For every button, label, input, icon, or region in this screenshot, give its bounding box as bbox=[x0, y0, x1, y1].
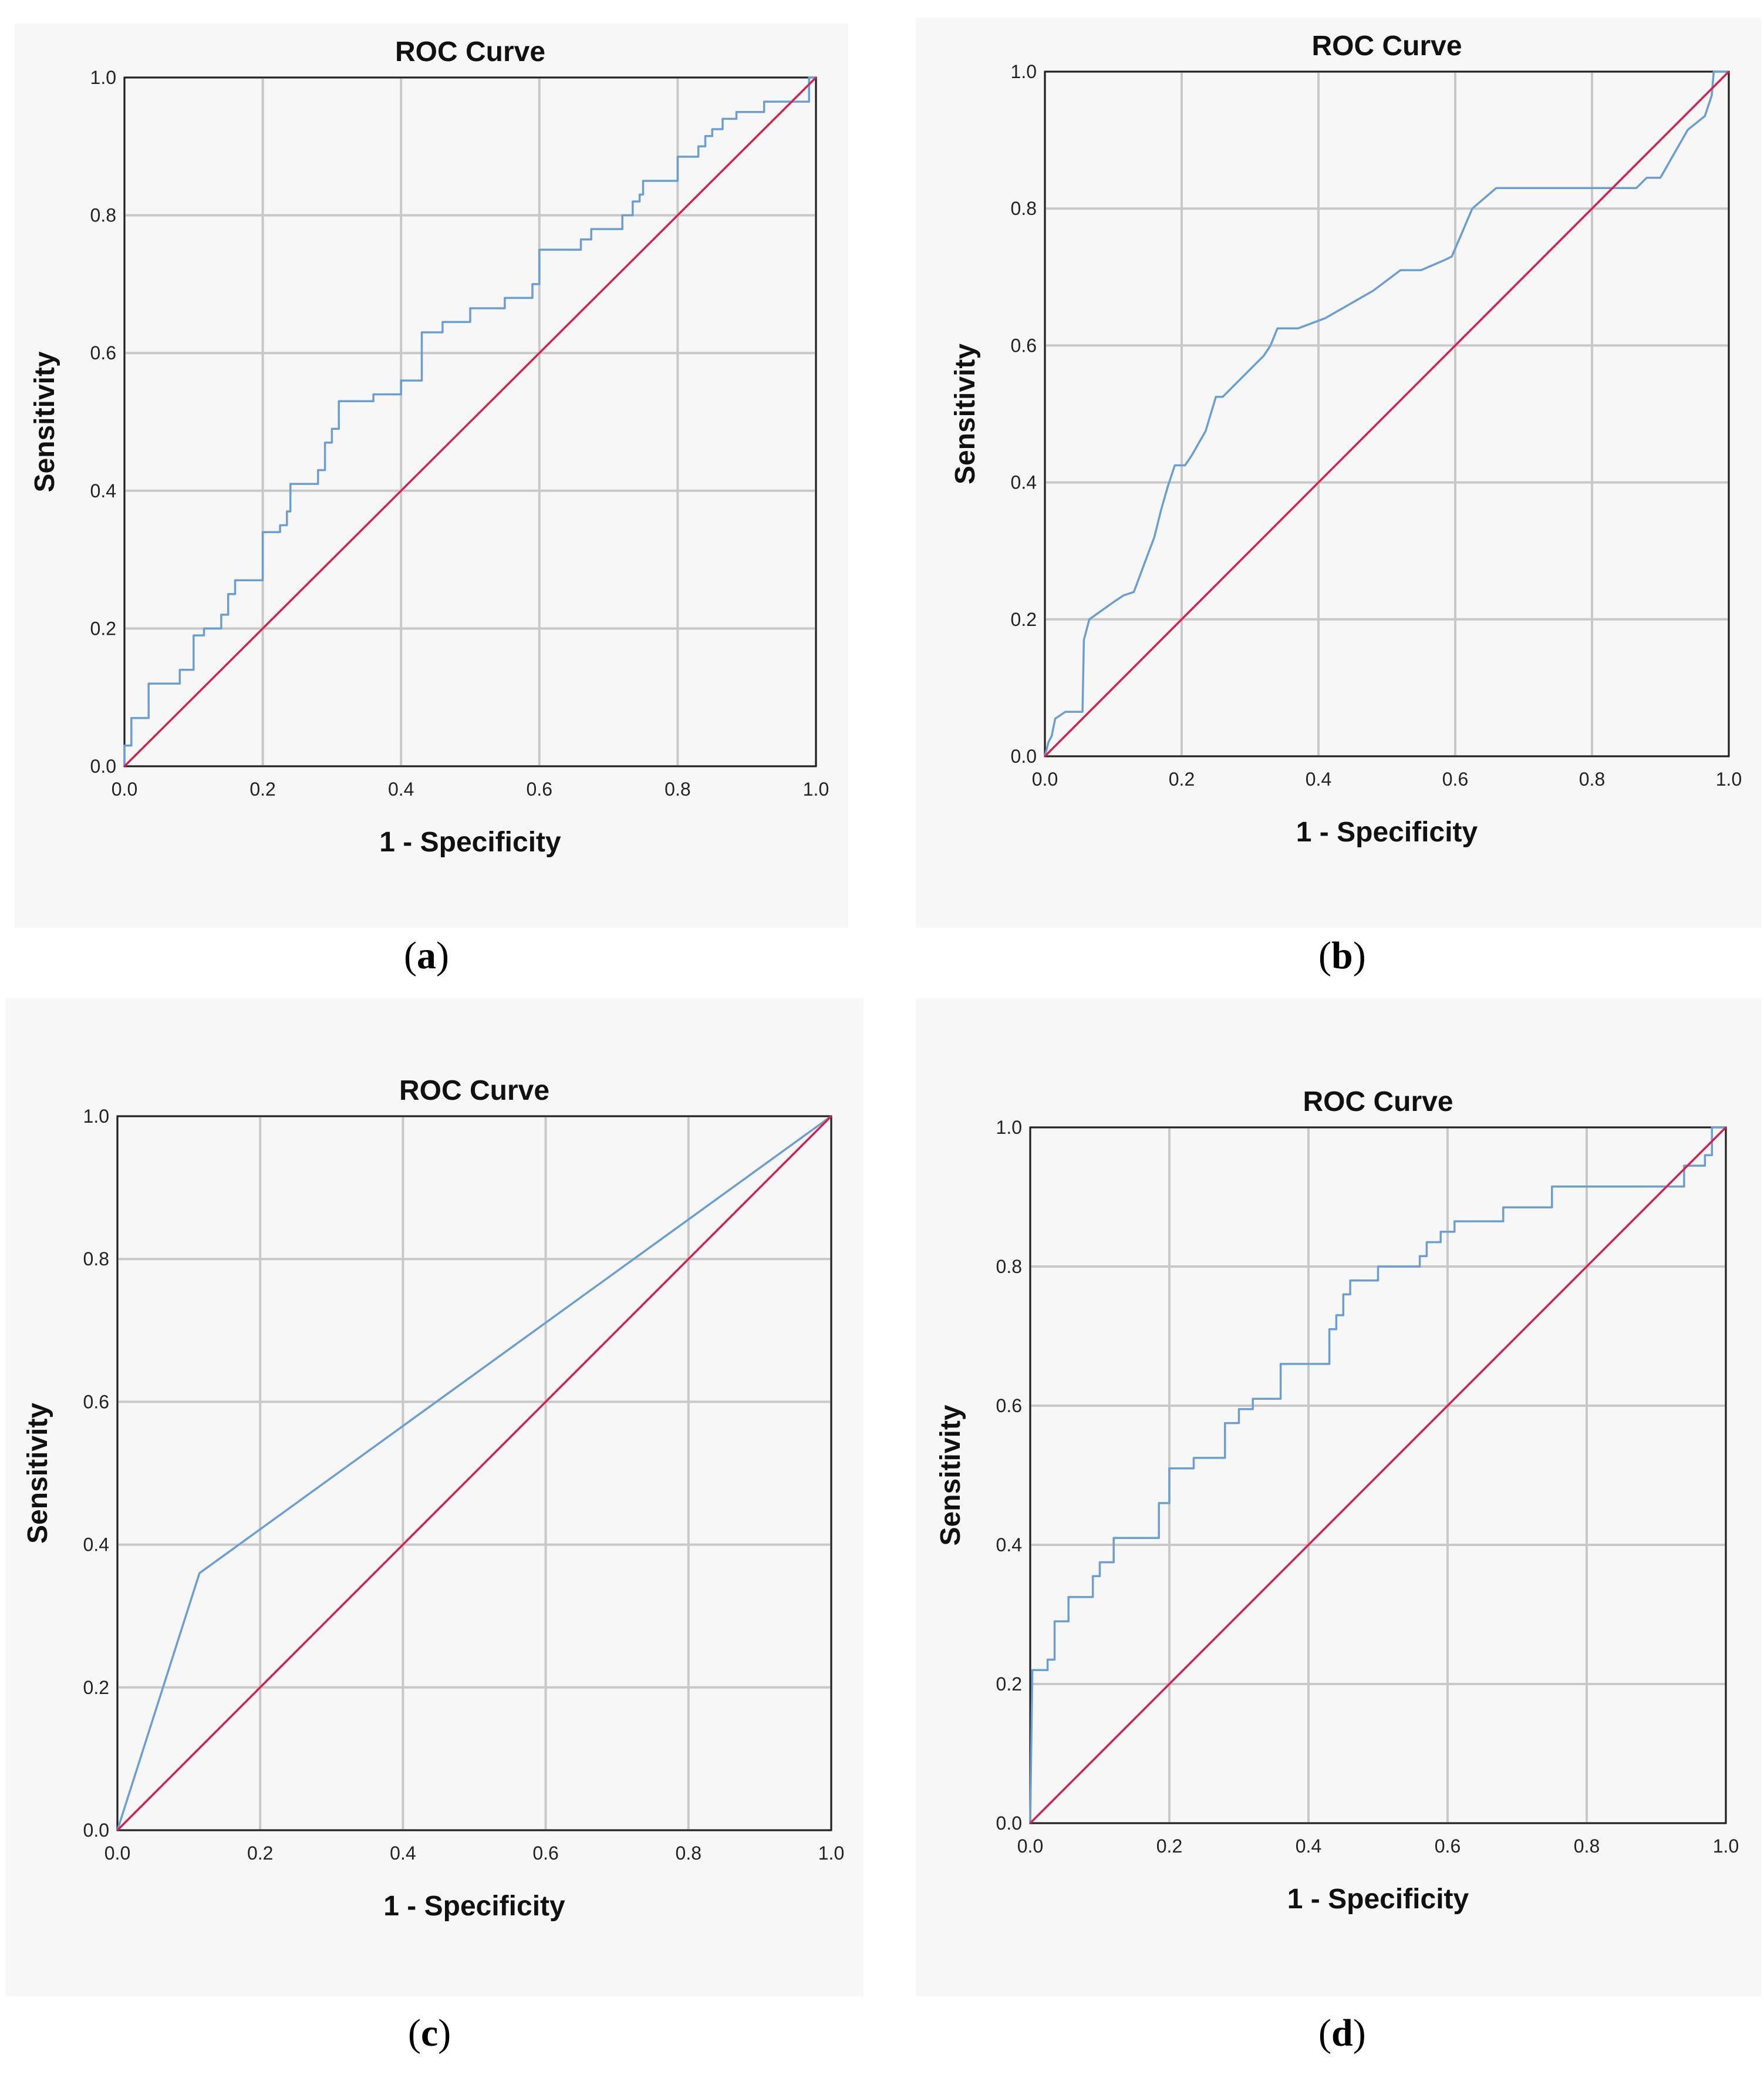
reference-line bbox=[1029, 1126, 1727, 1824]
y-tick-label: 0.0 bbox=[1011, 746, 1037, 767]
y-axis-label: Sensitivity bbox=[22, 1403, 53, 1544]
chart-title: ROC Curve bbox=[1311, 31, 1462, 62]
panel-label-a: (a) bbox=[404, 934, 449, 977]
y-tick-label: 0.2 bbox=[90, 618, 116, 639]
x-axis-label: 1 - Specificity bbox=[379, 827, 561, 858]
y-tick-label: 0.4 bbox=[83, 1534, 109, 1555]
y-tick-label: 0.8 bbox=[1011, 198, 1037, 219]
reference-line bbox=[123, 76, 817, 767]
x-tick-label: 0.2 bbox=[249, 779, 275, 800]
x-tick-label: 0.6 bbox=[1442, 769, 1468, 790]
y-tick-label: 0.8 bbox=[90, 205, 116, 226]
y-tick-label: 0.4 bbox=[1011, 472, 1037, 493]
x-tick-label: 0.8 bbox=[1579, 769, 1605, 790]
panel-label-d: (d) bbox=[1318, 2012, 1366, 2055]
reference-line bbox=[1044, 70, 1730, 757]
y-tick-label: 0.2 bbox=[83, 1677, 109, 1698]
x-tick-label: 0.0 bbox=[112, 779, 137, 800]
panel-a-background bbox=[15, 23, 848, 928]
x-tick-label: 0.4 bbox=[1296, 1835, 1321, 1857]
y-axis-label: Sensitivity bbox=[29, 351, 60, 492]
plot-frame bbox=[1029, 1126, 1727, 1824]
roc-curve-line bbox=[1044, 70, 1729, 757]
chart-title: ROC Curve bbox=[395, 36, 545, 68]
plot-frame bbox=[123, 76, 817, 767]
x-tick-label: 0.4 bbox=[1306, 769, 1331, 790]
roc-curve-line bbox=[123, 76, 816, 766]
x-tick-label: 0.0 bbox=[1032, 769, 1058, 790]
x-tick-label: 1.0 bbox=[1713, 1835, 1739, 1857]
y-tick-label: 1.0 bbox=[1011, 61, 1037, 82]
chart-title: ROC Curve bbox=[1303, 1086, 1453, 1117]
y-tick-label: 0.0 bbox=[90, 756, 116, 777]
y-axis-label: Sensitivity bbox=[935, 1405, 966, 1545]
y-axis-label: Sensitivity bbox=[950, 343, 981, 484]
x-tick-label: 1.0 bbox=[1716, 769, 1742, 790]
x-tick-label: 1.0 bbox=[803, 779, 829, 800]
x-tick-label: 0.0 bbox=[104, 1843, 130, 1864]
panel-d-background bbox=[916, 998, 1761, 1996]
x-tick-label: 0.0 bbox=[1017, 1835, 1043, 1857]
x-tick-label: 1.0 bbox=[818, 1843, 844, 1864]
y-tick-label: 0.4 bbox=[996, 1534, 1022, 1555]
x-axis-label: 1 - Specificity bbox=[1287, 1884, 1469, 1915]
x-tick-label: 0.2 bbox=[1156, 1835, 1182, 1857]
y-tick-label: 1.0 bbox=[90, 67, 116, 88]
roc-curve-line bbox=[1029, 1126, 1726, 1824]
panel-b-background bbox=[916, 18, 1761, 928]
x-axis-label: 1 - Specificity bbox=[1296, 817, 1478, 848]
plot-frame bbox=[116, 1115, 832, 1831]
y-tick-label: 0.4 bbox=[90, 480, 116, 501]
x-tick-label: 0.8 bbox=[676, 1843, 701, 1864]
plot-frame bbox=[1044, 70, 1730, 757]
y-tick-label: 1.0 bbox=[83, 1106, 109, 1127]
y-tick-label: 0.2 bbox=[1011, 609, 1037, 630]
x-tick-label: 0.6 bbox=[527, 779, 552, 800]
y-tick-label: 0.6 bbox=[83, 1391, 109, 1412]
roc-curve-line bbox=[116, 1115, 832, 1831]
y-tick-label: 0.0 bbox=[996, 1813, 1022, 1834]
y-tick-label: 0.6 bbox=[90, 342, 116, 363]
y-tick-label: 0.8 bbox=[996, 1256, 1022, 1277]
panel-label-c: (c) bbox=[408, 2012, 451, 2055]
chart-title: ROC Curve bbox=[399, 1075, 549, 1106]
reference-line bbox=[116, 1115, 832, 1831]
x-tick-label: 0.4 bbox=[390, 1843, 416, 1864]
y-tick-label: 1.0 bbox=[996, 1117, 1022, 1138]
y-tick-label: 0.8 bbox=[83, 1248, 109, 1269]
y-tick-label: 0.2 bbox=[996, 1673, 1022, 1695]
y-tick-label: 0.0 bbox=[83, 1820, 109, 1841]
panel-label-b: (b) bbox=[1318, 934, 1366, 977]
x-tick-label: 0.8 bbox=[1574, 1835, 1600, 1857]
x-axis-label: 1 - Specificity bbox=[383, 1891, 565, 1922]
x-tick-label: 0.8 bbox=[665, 779, 690, 800]
x-tick-label: 0.2 bbox=[1169, 769, 1195, 790]
x-tick-label: 0.4 bbox=[388, 779, 414, 800]
x-tick-label: 0.6 bbox=[1435, 1835, 1461, 1857]
y-tick-label: 0.6 bbox=[996, 1395, 1022, 1416]
x-tick-label: 0.6 bbox=[532, 1843, 558, 1864]
y-tick-label: 0.6 bbox=[1011, 335, 1037, 356]
x-tick-label: 0.2 bbox=[247, 1843, 273, 1864]
